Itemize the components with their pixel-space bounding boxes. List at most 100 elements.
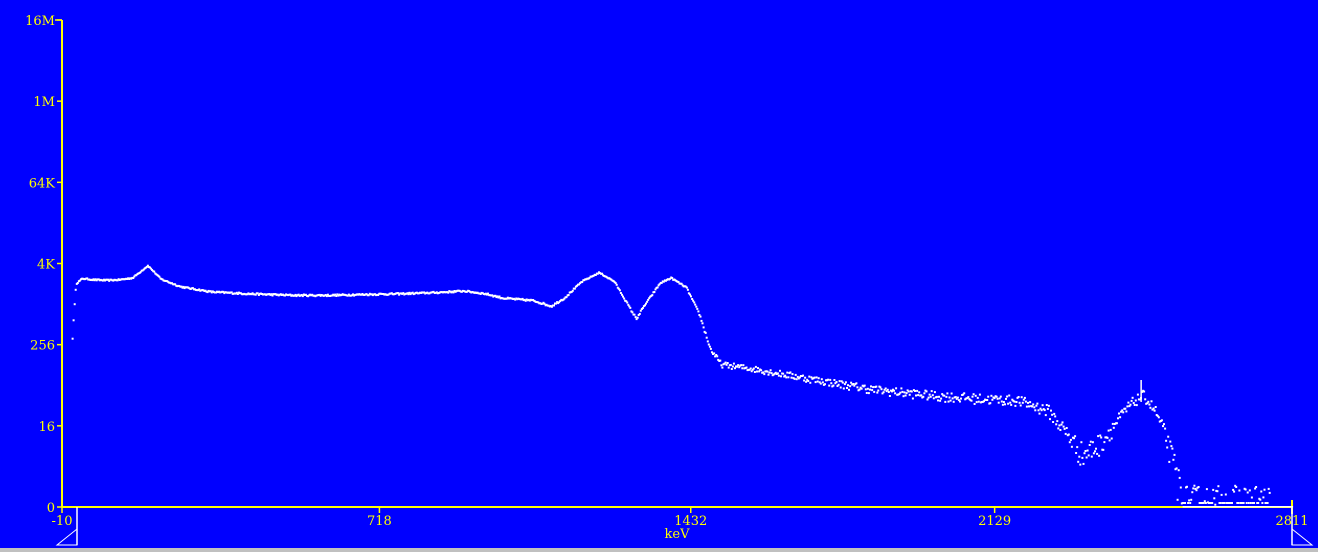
data-point: [772, 373, 775, 376]
data-point: [133, 275, 136, 278]
data-point: [1082, 462, 1085, 465]
data-point: [94, 278, 97, 281]
data-point: [367, 294, 370, 297]
left-range-handle-icon[interactable]: [55, 527, 78, 546]
data-point: [289, 293, 292, 296]
data-point: [529, 298, 532, 301]
data-point: [731, 365, 734, 368]
data-point: [452, 291, 455, 294]
data-point: [365, 293, 368, 296]
data-point: [820, 378, 823, 381]
bottom-scrollbar[interactable]: [0, 548, 1318, 552]
data-point: [827, 378, 830, 381]
data-point: [549, 305, 552, 307]
data-point: [749, 367, 752, 370]
zero-count-point: [1279, 506, 1282, 508]
data-point: [727, 366, 730, 369]
data-point: [1247, 502, 1250, 504]
data-point: [691, 298, 694, 300]
data-point: [493, 294, 496, 297]
data-point: [856, 386, 859, 389]
data-point: [752, 367, 755, 370]
data-point: [439, 291, 442, 294]
data-point: [1184, 502, 1186, 504]
data-point: [959, 400, 961, 403]
data-point: [762, 371, 765, 374]
data-point: [1237, 502, 1240, 504]
data-point: [1220, 493, 1223, 496]
data-point: [150, 267, 153, 270]
data-point: [1170, 445, 1173, 448]
data-point: [1198, 502, 1201, 504]
data-point: [1046, 407, 1049, 410]
data-point: [866, 387, 869, 390]
data-point: [844, 381, 847, 384]
data-point: [563, 297, 566, 300]
data-point: [1186, 485, 1188, 488]
data-point: [1050, 409, 1052, 412]
data-point: [101, 279, 104, 282]
data-point: [1215, 489, 1218, 492]
data-point: [680, 282, 683, 285]
data-point: [804, 376, 807, 379]
data-point: [432, 290, 435, 293]
data-point: [627, 303, 630, 306]
data-point: [504, 297, 507, 300]
data-point: [1041, 404, 1044, 407]
data-point: [655, 286, 658, 289]
region-handle-right[interactable]: [1291, 507, 1314, 546]
region-handle-left[interactable]: [55, 507, 78, 546]
data-point: [137, 272, 140, 275]
data-point: [153, 270, 156, 273]
data-point: [473, 291, 476, 294]
data-point: [394, 292, 397, 295]
data-point: [381, 293, 384, 295]
data-point: [408, 291, 411, 294]
data-point: [1058, 424, 1061, 427]
data-point: [187, 286, 190, 289]
data-point: [1221, 502, 1224, 504]
data-point: [617, 287, 620, 290]
data-point: [561, 299, 564, 302]
data-point: [229, 291, 232, 294]
data-point: [1249, 502, 1252, 504]
data-point: [131, 276, 134, 279]
data-point: [522, 299, 525, 302]
data-point: [315, 294, 318, 297]
zero-count-point: [1225, 506, 1228, 508]
data-point: [785, 376, 788, 379]
data-point: [158, 275, 161, 278]
data-point: [885, 390, 888, 393]
data-point: [951, 397, 954, 400]
data-point: [907, 390, 910, 393]
data-point: [709, 347, 712, 350]
data-point: [1081, 456, 1084, 459]
data-point: [999, 395, 1002, 398]
data-point: [189, 288, 192, 290]
data-point: [126, 278, 128, 280]
data-point: [558, 301, 561, 304]
data-point: [307, 295, 309, 298]
data-point: [637, 314, 640, 316]
data-point: [797, 377, 800, 380]
data-point: [647, 298, 650, 301]
data-point: [768, 371, 771, 374]
data-point: [766, 370, 769, 373]
data-point: [952, 400, 955, 403]
data-point: [1108, 439, 1111, 442]
zero-count-point: [1236, 506, 1239, 508]
data-point: [941, 393, 944, 396]
data-point: [1022, 398, 1025, 401]
data-point: [482, 293, 485, 295]
data-point: [758, 370, 761, 373]
zero-count-point: [1257, 506, 1260, 508]
data-point: [405, 292, 408, 295]
zero-count-point: [1189, 506, 1192, 508]
data-point: [358, 293, 361, 296]
data-point: [985, 399, 988, 401]
right-range-handle-icon[interactable]: [1291, 527, 1314, 546]
data-point: [467, 289, 470, 292]
data-point: [149, 266, 151, 269]
data-point: [1020, 396, 1023, 399]
